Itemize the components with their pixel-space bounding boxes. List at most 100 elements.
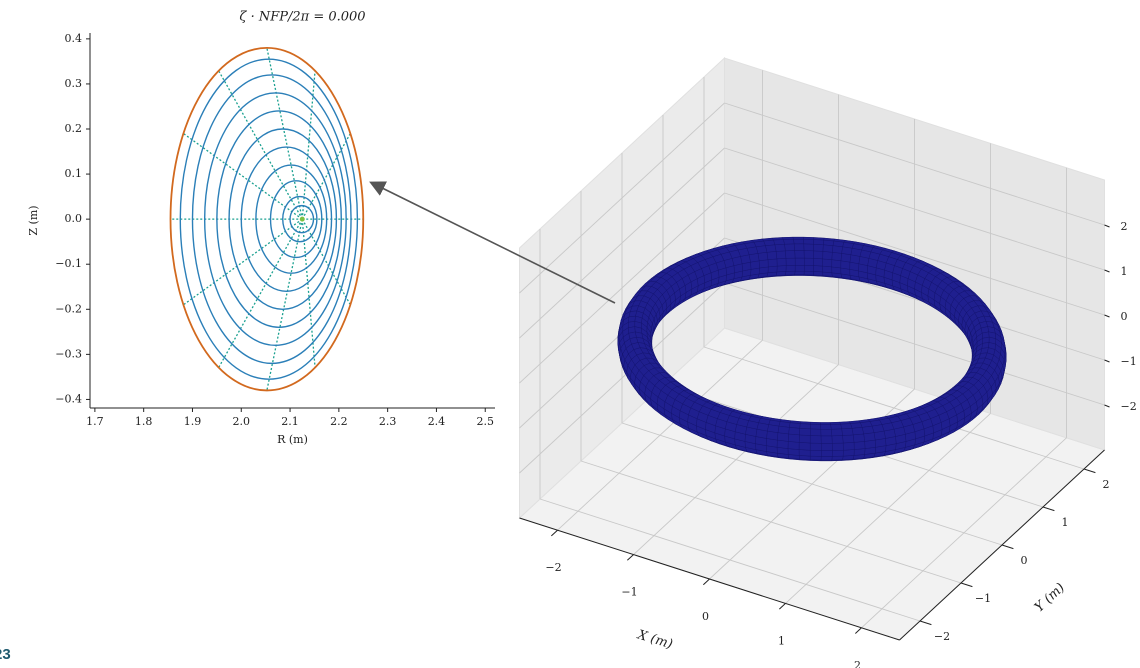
tick <box>627 555 633 561</box>
surface-face <box>765 245 776 252</box>
tick <box>1084 469 1095 473</box>
x-tick-label: 2 <box>854 659 861 668</box>
surface-face <box>831 429 842 436</box>
tick <box>961 583 972 587</box>
x-axis-label: X (m) <box>635 627 675 652</box>
surface-3d-plot: −2−1012−2−1012−2−1012X (m)Y (m) <box>520 58 1137 668</box>
page-number: 23 <box>0 646 11 663</box>
page: {"chart_data": [ {"type": "flux-surfaces… <box>0 0 1140 668</box>
surface-face <box>872 425 884 433</box>
surface-face <box>758 252 768 261</box>
surface-face <box>842 247 853 255</box>
surface-face <box>784 244 794 251</box>
surface-face <box>821 451 832 457</box>
x-tick-label: 1.9 <box>184 415 202 428</box>
surface-face <box>843 442 854 450</box>
y-tick-label: −0.4 <box>55 392 82 405</box>
surface-face <box>788 449 799 456</box>
surface-face <box>799 442 810 450</box>
surface-face <box>843 450 854 457</box>
surface-face <box>852 427 864 435</box>
x-tick-label: −1 <box>621 586 637 599</box>
surface-face <box>832 436 843 444</box>
flux-surface <box>241 147 331 291</box>
y-tick-label: −0.1 <box>55 257 82 270</box>
surface-face <box>832 450 843 456</box>
x-tick-label: 2.5 <box>476 415 494 428</box>
surface-face <box>823 245 833 252</box>
surface-face <box>767 251 777 259</box>
y-tick-label: −2 <box>934 630 950 643</box>
surface-face <box>810 424 820 429</box>
surface-face <box>786 265 795 271</box>
surface-face <box>823 251 833 259</box>
surface-face <box>788 441 799 449</box>
x-tick-label: 1.8 <box>135 415 153 428</box>
chart-title: ζ · NFP/2π = 0.000 <box>239 10 365 25</box>
surface-face <box>795 271 805 275</box>
surface-face <box>832 456 843 460</box>
y-tick-label: 2 <box>1103 478 1110 491</box>
tick <box>1105 270 1110 272</box>
surface-face <box>799 435 810 443</box>
surface-face <box>799 428 810 435</box>
surface-face <box>789 427 800 435</box>
tick <box>1043 507 1054 511</box>
z-tick-label: −1 <box>1121 355 1137 368</box>
surface-face <box>831 424 842 429</box>
magnetic-axis <box>300 217 305 222</box>
z-tick-label: 0 <box>1121 310 1128 323</box>
x-tick-label: 2.1 <box>281 415 299 428</box>
x-axis-label: R (m) <box>277 433 308 446</box>
surface-face <box>832 443 843 451</box>
surface-face <box>775 244 785 251</box>
y-tick-label: −0.3 <box>55 347 82 360</box>
z-tick-label: −2 <box>1121 400 1137 413</box>
surface-face <box>823 266 832 273</box>
surface-face <box>794 244 804 251</box>
tick <box>1002 545 1013 549</box>
surface-face <box>795 258 804 265</box>
y-tick-label: 1 <box>1062 516 1069 529</box>
y-tick-label: −0.2 <box>55 302 82 315</box>
surface-face <box>821 443 832 450</box>
y-tick-label: 0 <box>1021 554 1028 567</box>
surface-face <box>810 429 821 436</box>
surface-face <box>821 456 832 460</box>
x-tick-label: 1 <box>778 634 785 647</box>
theta-line <box>183 134 302 220</box>
surface-face <box>810 456 821 460</box>
surface-face <box>778 426 789 434</box>
z-tick-label: 2 <box>1121 220 1128 233</box>
surface-face <box>804 244 814 251</box>
surface-face <box>853 434 864 442</box>
surface-face <box>799 450 810 457</box>
surface-face <box>810 450 821 456</box>
surface-face <box>768 259 777 267</box>
surface-face <box>773 240 784 245</box>
tick <box>703 579 709 585</box>
tick <box>920 621 931 625</box>
y-tick-label: 0.0 <box>65 212 83 225</box>
surface-face <box>821 436 832 443</box>
x-tick-label: −2 <box>545 561 561 574</box>
tick <box>1105 315 1110 317</box>
surface-face <box>814 240 824 245</box>
surface-face <box>788 434 799 442</box>
surface-face <box>767 425 779 433</box>
surface-face <box>820 425 831 430</box>
x-tick-label: 2.4 <box>428 415 446 428</box>
surface-face <box>843 435 854 443</box>
surface-face <box>800 424 811 429</box>
y-axis-label: Y (m) <box>1032 581 1068 616</box>
surface-face <box>777 258 786 266</box>
theta-line <box>183 219 302 305</box>
surface-face <box>777 266 786 272</box>
surface-face <box>804 265 813 271</box>
surface-face <box>785 271 795 275</box>
x-tick-label: 2.2 <box>330 415 348 428</box>
surface-face <box>814 244 824 251</box>
surface-face <box>793 237 804 239</box>
tick <box>779 603 785 609</box>
